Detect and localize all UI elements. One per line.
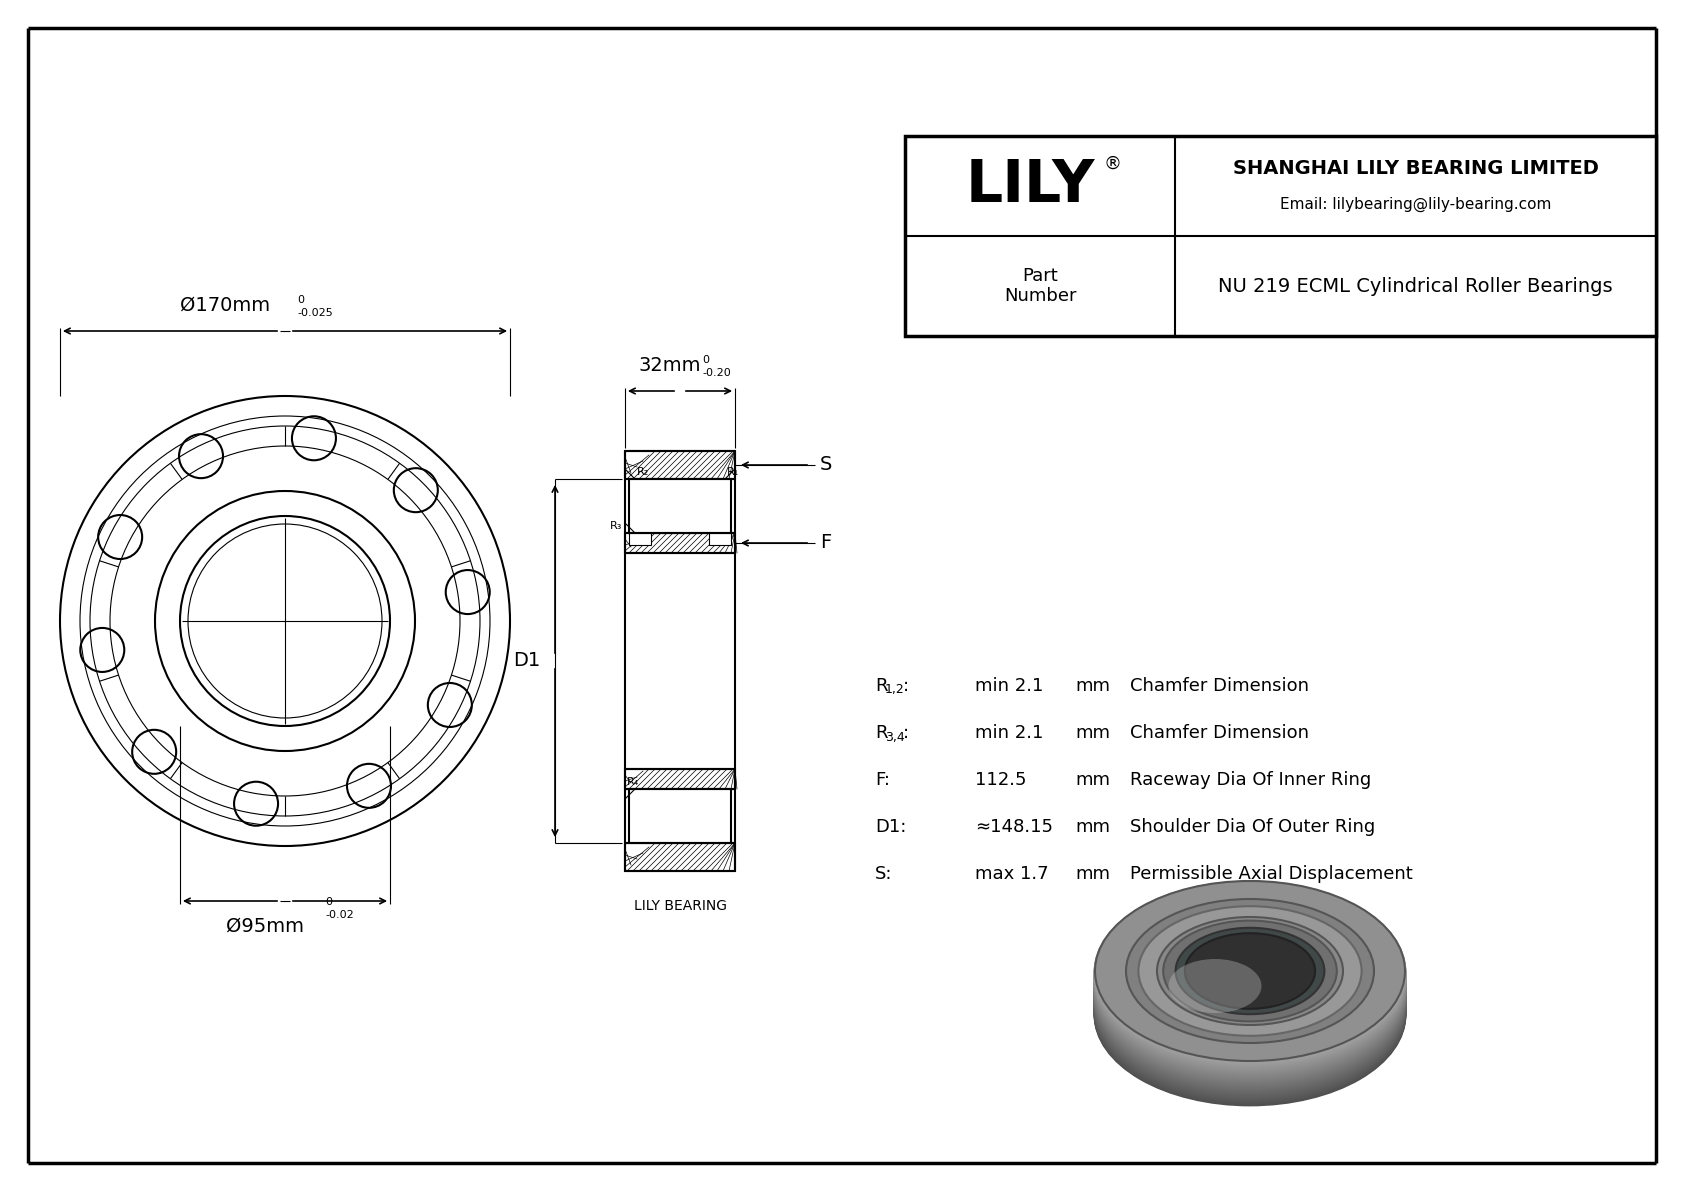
Text: ≈148.15: ≈148.15	[975, 818, 1052, 836]
Text: S: S	[820, 455, 832, 474]
Bar	[625, 769, 734, 788]
Text: mm: mm	[1074, 724, 1110, 742]
Text: 0: 0	[325, 897, 332, 908]
Text: Raceway Dia Of Inner Ring: Raceway Dia Of Inner Ring	[1130, 771, 1371, 788]
Text: S:: S:	[876, 865, 893, 883]
Text: LILY: LILY	[965, 157, 1095, 214]
Text: :: :	[903, 724, 909, 742]
Text: R: R	[876, 724, 887, 742]
Text: LILY BEARING: LILY BEARING	[633, 899, 726, 913]
Bar	[904, 136, 1655, 336]
Text: F:: F:	[876, 771, 891, 788]
Bar	[625, 451, 734, 479]
Text: R₂: R₂	[637, 467, 650, 478]
Text: NU 219 ECML Cylindrical Roller Bearings: NU 219 ECML Cylindrical Roller Bearings	[1218, 276, 1613, 295]
Ellipse shape	[1164, 921, 1337, 1022]
Text: R: R	[876, 676, 887, 696]
Text: D1: D1	[514, 651, 541, 671]
Text: R₄: R₄	[626, 777, 640, 787]
Text: mm: mm	[1074, 771, 1110, 788]
Text: SHANGHAI LILY BEARING LIMITED: SHANGHAI LILY BEARING LIMITED	[1233, 158, 1598, 177]
Text: Shoulder Dia Of Outer Ring: Shoulder Dia Of Outer Ring	[1130, 818, 1376, 836]
Bar	[630, 479, 731, 534]
Text: mm: mm	[1074, 676, 1110, 696]
Text: Chamfer Dimension: Chamfer Dimension	[1130, 724, 1308, 742]
Text: 32mm: 32mm	[638, 356, 701, 375]
Text: min 2.1: min 2.1	[975, 676, 1044, 696]
Text: mm: mm	[1074, 865, 1110, 883]
Text: 1,2: 1,2	[886, 684, 904, 697]
Text: 112.5: 112.5	[975, 771, 1027, 788]
Text: Permissible Axial Displacement: Permissible Axial Displacement	[1130, 865, 1413, 883]
Text: F: F	[820, 534, 832, 553]
Text: -0.02: -0.02	[325, 910, 354, 919]
Text: -0.025: -0.025	[296, 308, 333, 318]
Ellipse shape	[1169, 959, 1261, 1014]
Text: Ø95mm: Ø95mm	[226, 917, 305, 936]
Text: Email: lilybearing@lily-bearing.com: Email: lilybearing@lily-bearing.com	[1280, 197, 1551, 212]
Text: min 2.1: min 2.1	[975, 724, 1044, 742]
Bar	[709, 534, 731, 545]
Text: Ø170mm: Ø170mm	[180, 297, 269, 314]
Bar	[625, 843, 734, 871]
Ellipse shape	[1127, 899, 1374, 1043]
Text: -0.20: -0.20	[702, 368, 731, 378]
Text: max 1.7: max 1.7	[975, 865, 1049, 883]
Text: D1:: D1:	[876, 818, 906, 836]
Text: mm: mm	[1074, 818, 1110, 836]
Ellipse shape	[1175, 928, 1324, 1015]
Ellipse shape	[1138, 906, 1362, 1036]
Ellipse shape	[1157, 917, 1344, 1025]
Text: 0: 0	[702, 355, 709, 364]
Bar	[625, 534, 734, 553]
Ellipse shape	[1095, 881, 1404, 1061]
Bar	[630, 788, 731, 843]
Text: 0: 0	[296, 295, 305, 305]
Text: Chamfer Dimension: Chamfer Dimension	[1130, 676, 1308, 696]
Ellipse shape	[1186, 934, 1315, 1009]
Text: :: :	[903, 676, 909, 696]
Text: R₁: R₁	[727, 467, 739, 478]
Text: 3,4: 3,4	[886, 730, 904, 743]
Text: ®: ®	[1103, 155, 1122, 173]
Text: R₃: R₃	[610, 520, 621, 531]
Bar	[630, 534, 652, 545]
Text: Part
Number: Part Number	[1004, 267, 1076, 305]
